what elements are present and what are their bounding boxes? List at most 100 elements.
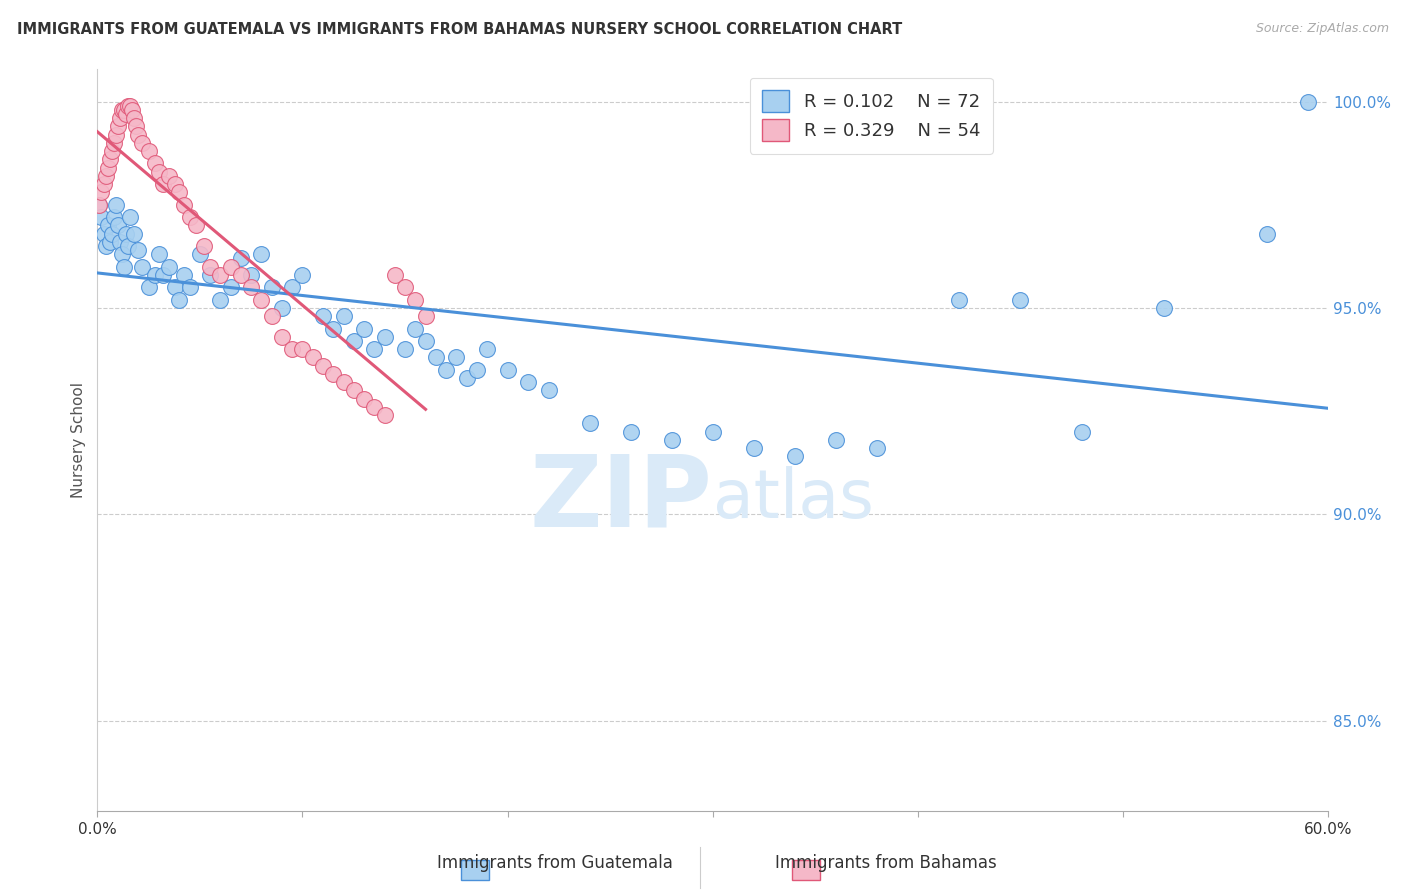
Point (661, 433, 683, 447)
Point (188, 247, 211, 261)
Point (404, 293, 426, 307)
Point (165, 177, 187, 191)
Point (240, 280, 263, 294)
Point (100, 227, 122, 241)
Text: Immigrants from Bahamas: Immigrants from Bahamas (775, 855, 997, 872)
Text: ZIP: ZIP (530, 451, 713, 548)
Point (343, 384, 366, 398)
Point (702, 425, 724, 439)
Point (107, 120, 129, 134)
Point (332, 309, 354, 323)
Point (866, 442, 889, 456)
Point (169, 186, 191, 200)
Point (124, 227, 146, 241)
Point (332, 375, 354, 389)
Point (107, 219, 129, 233)
Point (537, 384, 560, 398)
Point (353, 392, 375, 406)
Point (152, 268, 174, 282)
Point (434, 363, 457, 377)
Point (89, 198, 111, 212)
Point (148, 247, 170, 261)
Point (198, 260, 221, 274)
Point (363, 400, 385, 414)
Point (94, 239, 117, 253)
Point (301, 351, 323, 365)
Point (108, 111, 131, 125)
Point (824, 433, 846, 447)
Point (127, 128, 149, 142)
Point (90, 210, 112, 224)
Point (165, 280, 187, 294)
Point (148, 164, 170, 178)
Point (250, 247, 273, 261)
Point (131, 136, 153, 150)
Point (446, 351, 468, 365)
Point (415, 334, 437, 348)
Point (198, 268, 221, 282)
Point (219, 260, 242, 274)
Point (415, 309, 437, 323)
Text: IMMIGRANTS FROM GUATEMALA VS IMMIGRANTS FROM BAHAMAS NURSERY SCHOOL CORRELATION : IMMIGRANTS FROM GUATEMALA VS IMMIGRANTS … (17, 22, 903, 37)
Point (179, 210, 201, 224)
Point (138, 144, 160, 158)
Point (125, 120, 148, 134)
Point (1296, 95, 1319, 109)
Point (281, 280, 304, 294)
Y-axis label: Nursery School: Nursery School (72, 382, 86, 498)
Point (363, 342, 385, 356)
Point (373, 408, 395, 422)
Point (219, 280, 242, 294)
Point (229, 252, 252, 266)
Point (115, 107, 138, 121)
Point (456, 371, 478, 385)
Point (98, 235, 121, 249)
Point (1256, 227, 1278, 241)
Point (138, 280, 160, 294)
Point (131, 260, 153, 274)
Point (209, 293, 232, 307)
Point (93, 177, 115, 191)
Point (179, 280, 201, 294)
Point (271, 330, 294, 344)
Point (260, 280, 283, 294)
Point (121, 103, 143, 117)
Point (117, 98, 139, 112)
Point (465, 363, 488, 377)
Point (173, 268, 195, 282)
Point (353, 321, 375, 335)
Point (343, 334, 366, 348)
Point (94, 169, 117, 183)
Point (120, 210, 142, 224)
Point (312, 359, 335, 373)
Point (112, 260, 135, 274)
Point (112, 103, 135, 117)
Point (578, 417, 600, 431)
Point (322, 321, 344, 335)
Point (209, 268, 232, 282)
Point (108, 235, 131, 249)
Point (193, 239, 215, 253)
Point (89, 198, 111, 212)
Point (93, 227, 115, 241)
Point (184, 219, 207, 233)
Point (104, 128, 127, 142)
Point (97, 219, 120, 233)
Point (250, 293, 273, 307)
Point (115, 227, 138, 241)
Text: Immigrants from Guatemala: Immigrants from Guatemala (437, 855, 673, 872)
Point (157, 260, 180, 274)
Point (120, 98, 142, 112)
Point (173, 198, 195, 212)
Point (1153, 301, 1175, 315)
Point (240, 268, 263, 282)
Point (620, 425, 643, 439)
Point (425, 351, 447, 365)
Point (291, 268, 314, 282)
Point (271, 301, 294, 315)
Point (475, 342, 498, 356)
Point (517, 375, 540, 389)
Point (143, 156, 166, 170)
Point (143, 268, 166, 282)
Point (1010, 293, 1032, 307)
